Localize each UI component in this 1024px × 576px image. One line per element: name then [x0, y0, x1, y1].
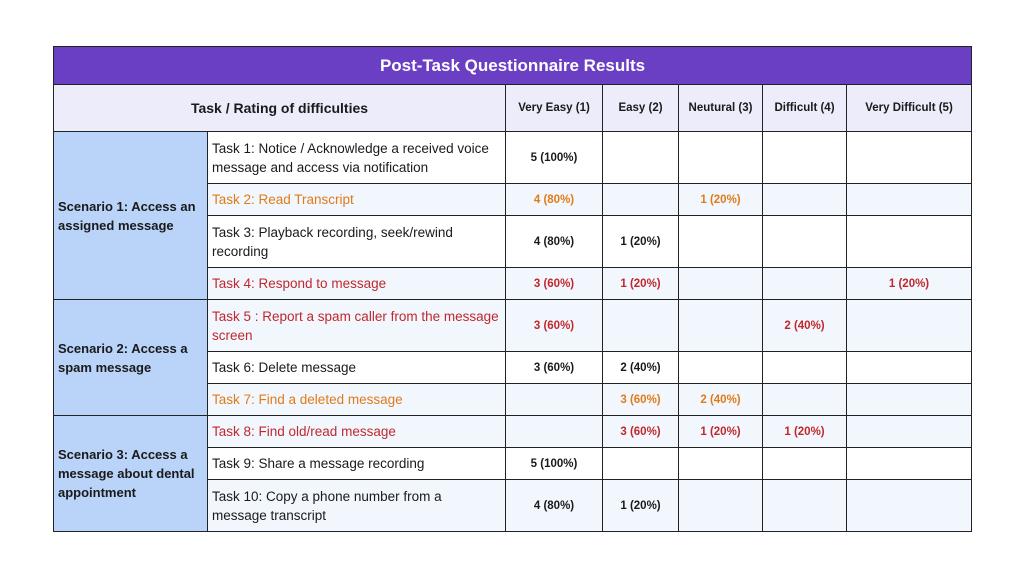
rating-cell: [762, 183, 847, 216]
task-10: Task 10: Copy a phone number from a mess…: [207, 479, 506, 532]
rating-cell: [505, 415, 603, 448]
header-neutral: Neutural (3): [678, 84, 763, 132]
task-4: Task 4: Respond to message: [207, 267, 506, 300]
rating-cell: 4 (80%): [505, 215, 603, 268]
rating-cell: [845, 479, 973, 532]
rating-cell: [762, 215, 847, 268]
rating-cell: [845, 183, 973, 216]
rating-cell: 5 (100%): [505, 447, 603, 480]
header-very-easy: Very Easy (1): [505, 84, 603, 132]
rating-cell: [845, 299, 973, 352]
table-row: Task 10: Copy a phone number from a mess…: [54, 479, 973, 532]
rating-cell: 1 (20%): [762, 415, 847, 448]
rating-cell: [762, 479, 847, 532]
scenario-3-label: Scenario 3: Access a message about denta…: [53, 415, 208, 532]
rating-cell: [845, 447, 973, 480]
header-task: Task / Rating of difficulties: [53, 84, 506, 132]
rating-cell: [678, 351, 763, 384]
rating-cell: [602, 447, 679, 480]
rating-cell: [505, 383, 603, 416]
task-3: Task 3: Playback recording, seek/rewind …: [207, 215, 506, 268]
rating-cell: [845, 215, 973, 268]
rating-cell: [845, 131, 973, 184]
rating-cell: [762, 131, 847, 184]
rating-cell: [602, 299, 679, 352]
rating-cell: [602, 131, 679, 184]
table-title: Post-Task Questionnaire Results: [52, 46, 973, 85]
rating-cell: 3 (60%): [602, 415, 679, 448]
rating-cell: [678, 131, 763, 184]
rating-cell: 4 (80%): [505, 479, 603, 532]
rating-cell: [845, 383, 973, 416]
rating-cell: [678, 447, 763, 480]
rating-cell: 1 (20%): [678, 415, 763, 448]
rating-cell: [762, 447, 847, 480]
rating-cell: 3 (60%): [602, 383, 679, 416]
results-table: Post-Task Questionnaire Results Task / R…: [52, 46, 973, 532]
table-row: Scenario 1: Access an assigned message T…: [53, 131, 973, 300]
rating-cell: [845, 415, 973, 448]
task-8: Task 8: Find old/read message: [207, 415, 506, 448]
header-very-difficult: Very Difficult (5): [845, 84, 973, 132]
task-1: Task 1: Notice / Acknowledge a received …: [207, 131, 506, 184]
rating-cell: [678, 267, 763, 300]
questionnaire-results: Post-Task Questionnaire Results Task / R…: [52, 46, 973, 532]
table-row: Task 7: Find a deleted message 3 (60%) 2…: [54, 383, 973, 416]
rating-cell: 1 (20%): [602, 215, 679, 268]
task-5: Task 5 : Report a spam caller from the m…: [207, 299, 506, 352]
rating-cell: [678, 299, 763, 352]
rating-cell: [762, 351, 847, 384]
table-row: Scenario 2: Access a spam message Task 5…: [53, 299, 973, 416]
rating-cell: 3 (60%): [505, 267, 603, 300]
rating-cell: 2 (40%): [762, 299, 847, 352]
rating-cell: 1 (20%): [602, 479, 679, 532]
rating-cell: [845, 351, 973, 384]
task-7: Task 7: Find a deleted message: [207, 383, 506, 416]
task-9: Task 9: Share a message recording: [207, 447, 506, 480]
scenario-1-label: Scenario 1: Access an assigned message: [53, 131, 208, 300]
table-row: Task 3: Playback recording, seek/rewind …: [54, 215, 973, 268]
task-2: Task 2: Read Transcript: [207, 183, 506, 216]
rating-cell: 3 (60%): [505, 299, 603, 352]
rating-cell: [602, 183, 679, 216]
rating-cell: [762, 383, 847, 416]
rating-cell: [762, 267, 847, 300]
rating-cell: 2 (40%): [602, 351, 679, 384]
table-row: Task 9: Share a message recording 5 (100…: [54, 447, 973, 480]
header-easy: Easy (2): [602, 84, 679, 132]
rating-cell: 1 (20%): [678, 183, 763, 216]
rating-cell: 4 (80%): [505, 183, 603, 216]
scenario-2-label: Scenario 2: Access a spam message: [53, 299, 208, 416]
header-difficult: Difficult (4): [762, 84, 847, 132]
rating-cell: 5 (100%): [505, 131, 603, 184]
rating-cell: 1 (20%): [845, 267, 973, 300]
task-6: Task 6: Delete message: [207, 351, 506, 384]
table-row: Task 2: Read Transcript 4 (80%) 1 (20%): [54, 183, 973, 216]
rating-cell: [678, 479, 763, 532]
rating-cell: 1 (20%): [602, 267, 679, 300]
rating-cell: [678, 215, 763, 268]
table-row: Scenario 3: Access a message about denta…: [53, 415, 973, 532]
rating-cell: 2 (40%): [678, 383, 763, 416]
table-row: Task 6: Delete message 3 (60%) 2 (40%): [54, 351, 973, 384]
rating-cell: 3 (60%): [505, 351, 603, 384]
